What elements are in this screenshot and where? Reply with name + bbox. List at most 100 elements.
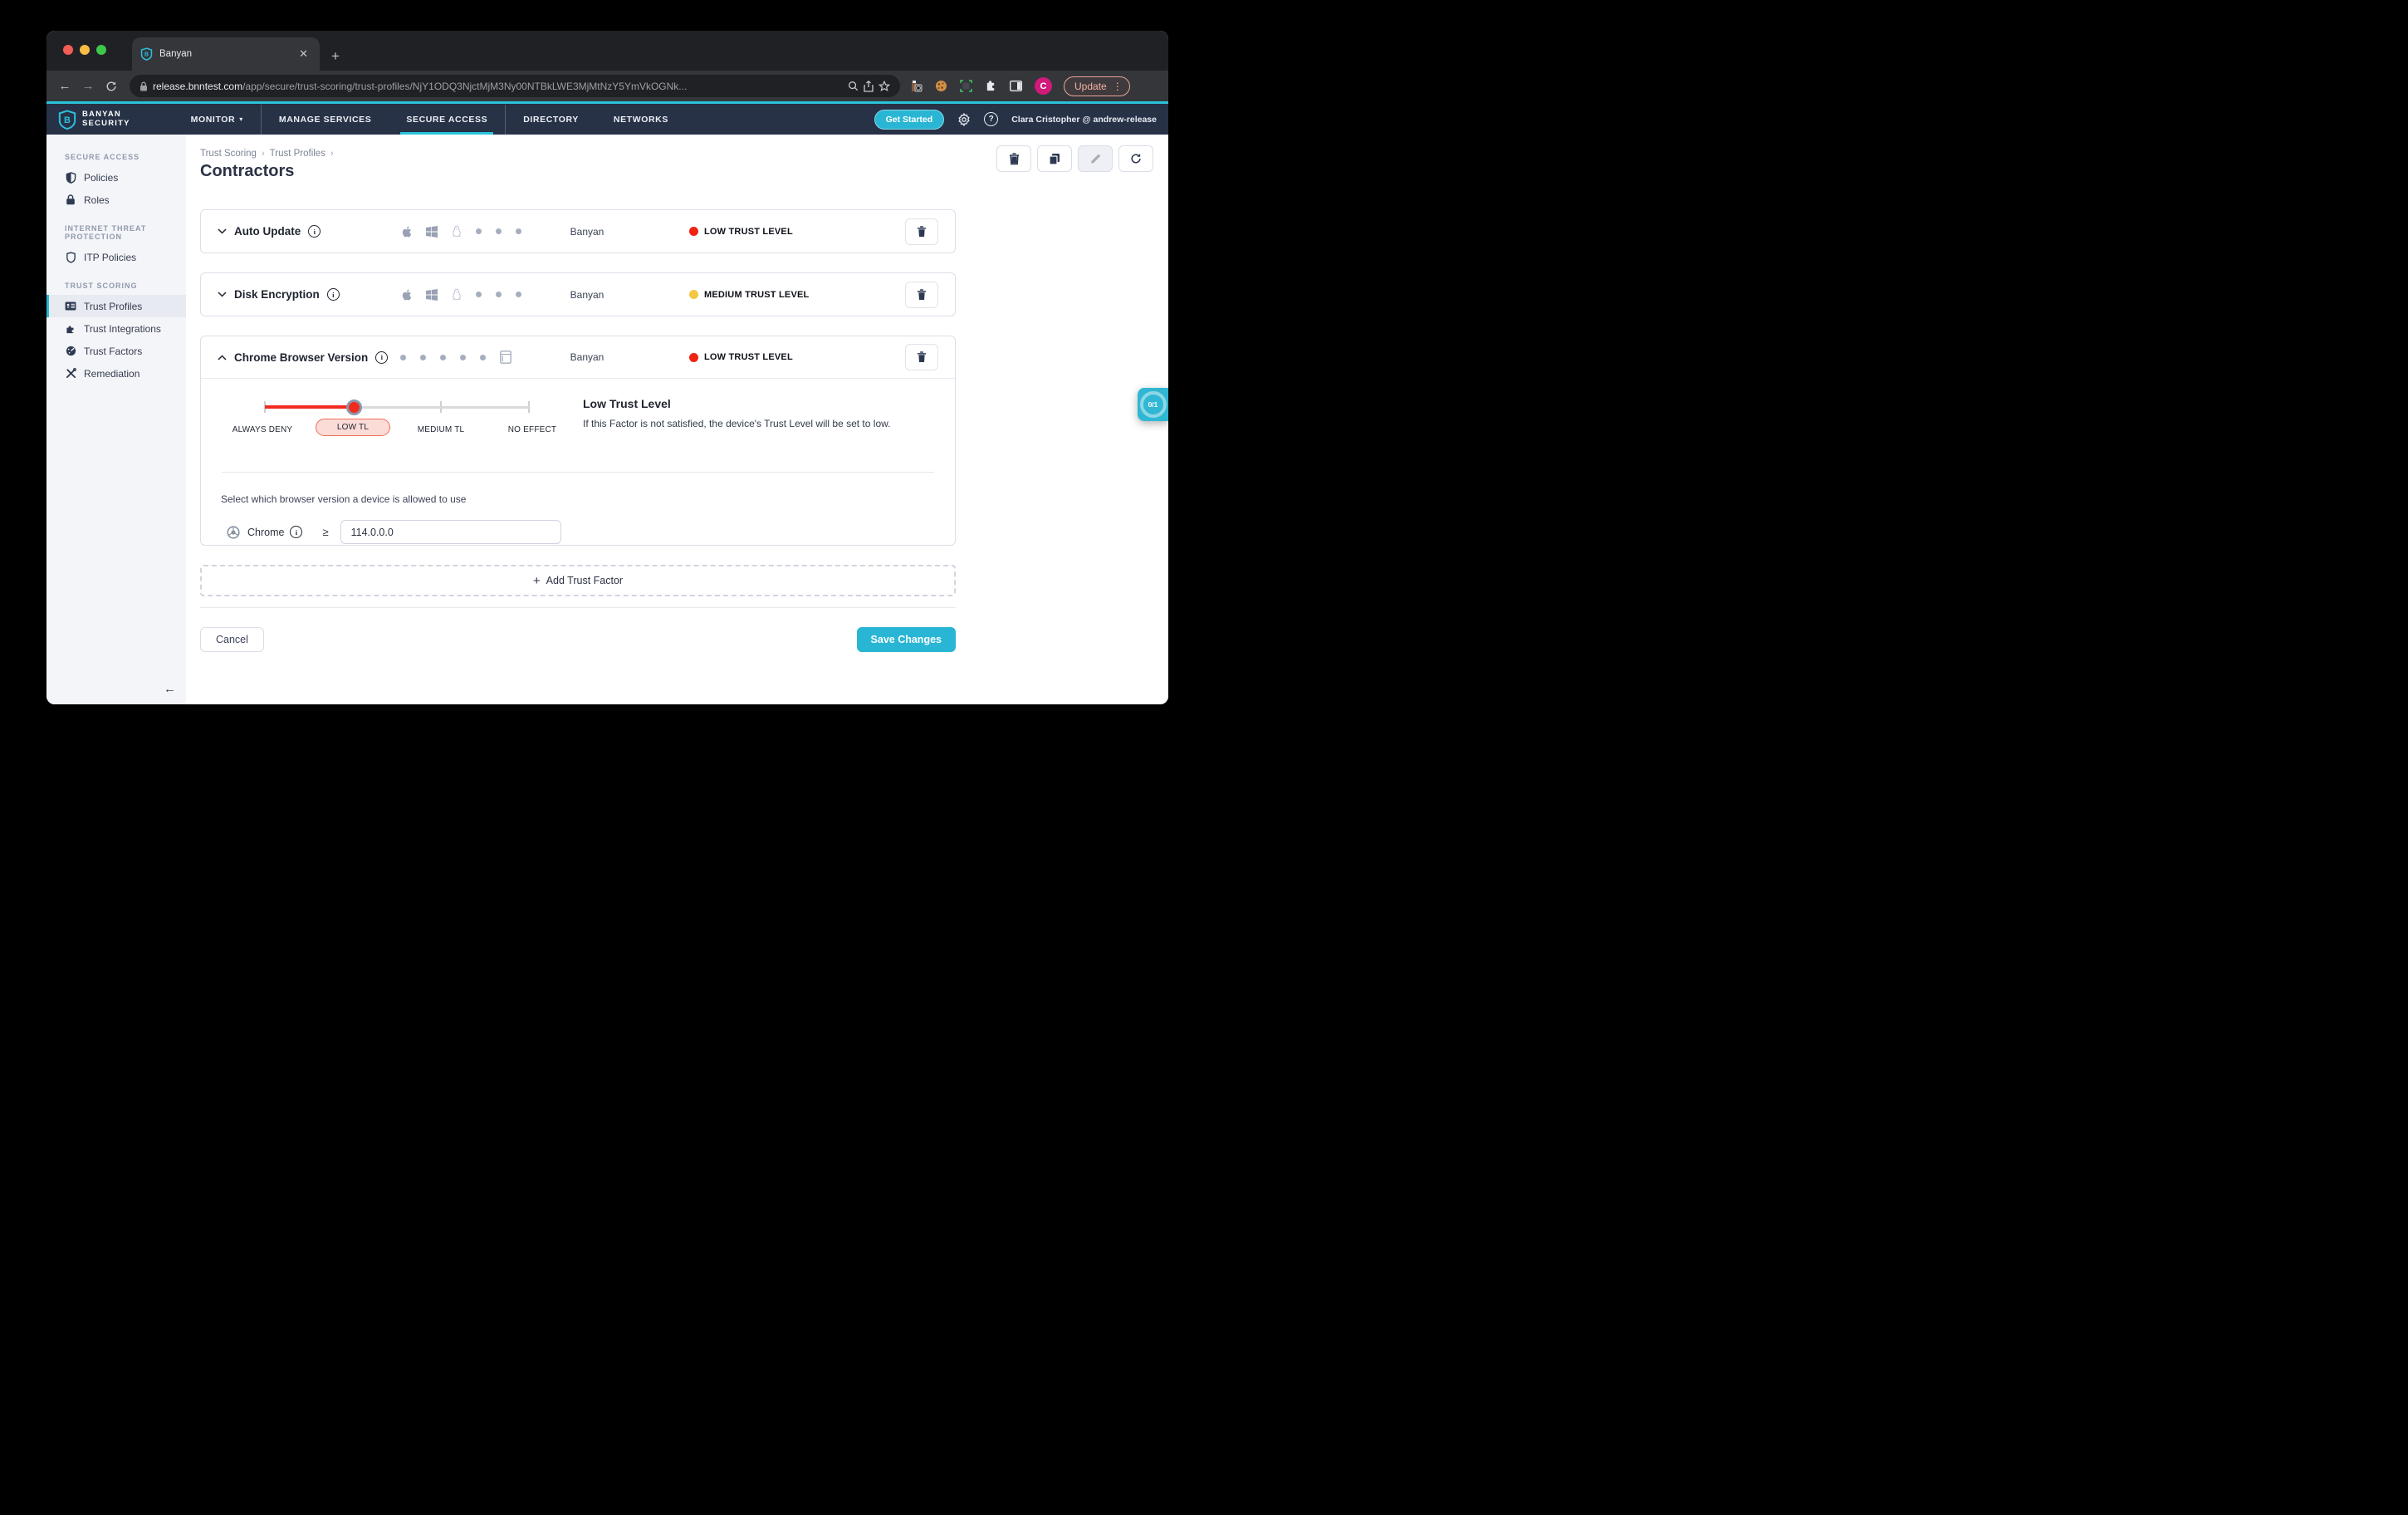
minimize-window-button[interactable]: [80, 45, 90, 55]
factor-header[interactable]: Chrome Browser Version i: [201, 336, 955, 379]
reload-icon[interactable]: [101, 81, 121, 92]
nav-item-networks[interactable]: NETWORKS: [613, 114, 668, 125]
cookie-extension-icon[interactable]: [932, 77, 950, 96]
share-icon[interactable]: [864, 80, 874, 92]
close-tab-icon[interactable]: ✕: [299, 47, 308, 60]
factor-source: Banyan: [570, 225, 604, 238]
brand-line2: SECURITY: [82, 118, 130, 128]
windows-icon: [426, 288, 438, 301]
sidebar-item-trust-factors[interactable]: Trust Factors: [46, 340, 186, 362]
slider-label-low-tl[interactable]: LOW TL: [316, 419, 390, 436]
factor-name: Auto Update: [234, 225, 301, 238]
platform-icons: [400, 225, 541, 238]
plus-icon: +: [532, 573, 541, 588]
delete-factor-button[interactable]: [905, 344, 938, 370]
chevron-down-icon[interactable]: [218, 292, 227, 297]
factor-header[interactable]: Disk Encryption i: [201, 273, 955, 316]
chrome-logo-icon: [227, 525, 240, 539]
nav-item-directory[interactable]: DIRECTORY: [523, 114, 579, 125]
platform-icons: [400, 288, 541, 302]
sidebar-item-trust-integrations[interactable]: Trust Integrations: [46, 317, 186, 340]
add-trust-factor-button[interactable]: + Add Trust Factor: [200, 565, 956, 596]
cancel-button[interactable]: Cancel: [200, 627, 264, 652]
back-icon[interactable]: ←: [58, 79, 71, 93]
zoom-page-icon[interactable]: [848, 81, 859, 91]
linux-icon: [452, 288, 462, 301]
factor-detail: ALWAYS DENY LOW TL MEDIUM TL NO EFFECT L…: [201, 379, 955, 545]
duplicate-profile-button[interactable]: [1037, 145, 1072, 172]
trust-level-badge: MEDIUM TRUST LEVEL: [633, 290, 898, 300]
profile-avatar[interactable]: C: [1035, 77, 1052, 95]
settings-gear-icon[interactable]: [957, 112, 971, 126]
nav-item-monitor[interactable]: MONITOR ▾: [190, 114, 243, 125]
version-input[interactable]: [340, 520, 561, 544]
tab-title: Banyan: [159, 49, 193, 59]
nav-item-secure-access[interactable]: SECURE ACCESS: [389, 104, 505, 135]
info-icon[interactable]: i: [308, 225, 321, 238]
chrome-update-button[interactable]: Update ⋮: [1064, 76, 1130, 96]
platform-dot-icon: [420, 354, 426, 360]
slider-label-always-deny[interactable]: ALWAYS DENY: [232, 425, 293, 434]
delete-profile-button[interactable]: [996, 145, 1031, 172]
delete-factor-button[interactable]: [905, 218, 938, 245]
forward-icon[interactable]: →: [81, 79, 95, 93]
sidebar-item-trust-profiles[interactable]: Trust Profiles: [46, 295, 186, 317]
onboarding-progress-badge[interactable]: 0/1: [1138, 388, 1168, 421]
refresh-button[interactable]: [1118, 145, 1153, 172]
chevron-up-icon[interactable]: [218, 354, 227, 360]
capture-frame-extension-icon[interactable]: [957, 77, 975, 96]
page-title: Contractors: [200, 162, 295, 180]
info-icon[interactable]: i: [290, 526, 303, 538]
pencil-icon: [1091, 154, 1100, 164]
svg-text:B: B: [144, 52, 149, 58]
info-icon[interactable]: i: [326, 288, 340, 301]
collapse-sidebar-icon[interactable]: ←: [164, 682, 176, 696]
factor-card-disk-encryption: Disk Encryption i: [200, 272, 956, 316]
nav-divider: [260, 104, 262, 135]
new-tab-button[interactable]: +: [331, 48, 340, 64]
breadcrumb-trust-profiles[interactable]: Trust Profiles: [269, 149, 325, 159]
maximize-window-button[interactable]: [96, 45, 106, 55]
info-icon[interactable]: i: [375, 351, 389, 364]
trash-icon: [917, 225, 927, 237]
sidebar-item-policies[interactable]: Policies: [46, 166, 186, 189]
banyan-logo[interactable]: B BANYAN SECURITY: [58, 110, 130, 130]
user-account-label[interactable]: Clara Cristopher @ andrew-release: [1011, 114, 1157, 125]
factor-name: Disk Encryption: [234, 288, 320, 301]
sidebar: SECURE ACCESS Policies Roles INTERNET TH…: [46, 135, 186, 704]
factor-name: Chrome Browser Version: [234, 351, 369, 364]
slider-label-medium-tl[interactable]: MEDIUM TL: [417, 425, 465, 434]
breadcrumb-trust-scoring[interactable]: Trust Scoring: [200, 149, 257, 159]
get-started-button[interactable]: Get Started: [874, 109, 945, 130]
browser-menu-icon[interactable]: ⋮: [1112, 80, 1123, 92]
help-icon[interactable]: ?: [984, 112, 999, 126]
screenshot-extension-icon[interactable]: [907, 77, 925, 96]
breadcrumb-separator: ›: [261, 149, 265, 159]
side-panel-icon[interactable]: [1006, 77, 1025, 96]
delete-factor-button[interactable]: [905, 281, 938, 308]
sidebar-item-remediation[interactable]: Remediation: [46, 362, 186, 385]
platform-icons: [400, 351, 541, 364]
sidebar-section-itp: INTERNET THREAT PROTECTION: [65, 224, 147, 241]
sidebar-item-roles[interactable]: Roles: [46, 189, 186, 211]
trust-effect-slider-track[interactable]: [265, 406, 529, 409]
save-changes-button[interactable]: Save Changes: [856, 627, 956, 652]
tab-strip: B Banyan ✕ +: [46, 31, 1168, 71]
address-bar[interactable]: release.bnntest.com/app/secure/trust-sco…: [130, 75, 900, 97]
app-top-nav: B BANYAN SECURITY MONITOR ▾ MANAGE SERVIC…: [46, 101, 1168, 135]
close-window-button[interactable]: [63, 45, 73, 55]
sidebar-item-itp-policies[interactable]: ITP Policies: [46, 246, 186, 268]
nav-item-manage-services[interactable]: MANAGE SERVICES: [278, 114, 372, 125]
slider-label-no-effect[interactable]: NO EFFECT: [507, 425, 557, 434]
bookmark-star-icon[interactable]: [879, 80, 890, 92]
factor-header[interactable]: Auto Update i: [201, 210, 955, 252]
platform-dot-icon: [440, 354, 446, 360]
chevron-down-icon[interactable]: [218, 228, 227, 234]
extensions-puzzle-icon[interactable]: [981, 77, 1000, 96]
edit-profile-button[interactable]: [1078, 145, 1113, 172]
slider-thumb[interactable]: [346, 400, 362, 415]
lock-icon: [65, 194, 76, 205]
browser-tab[interactable]: B Banyan ✕: [132, 37, 320, 71]
sidebar-section-secure-access: SECURE ACCESS: [65, 153, 140, 161]
platform-dot-icon: [516, 292, 521, 297]
